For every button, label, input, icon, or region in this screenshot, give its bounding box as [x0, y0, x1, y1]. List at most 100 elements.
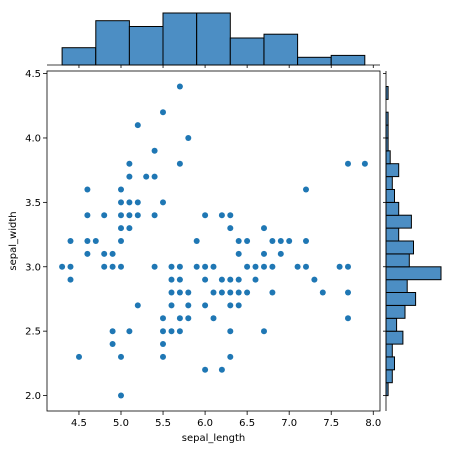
scatter-point [227, 302, 234, 309]
scatter-point [118, 353, 124, 360]
scatter-point [92, 238, 99, 244]
scatter-point [261, 328, 267, 335]
scatter-point [210, 315, 217, 322]
scatter-point [218, 289, 225, 296]
scatter-point [202, 276, 209, 283]
scatter-point [345, 263, 351, 270]
scatter-point [227, 276, 234, 283]
x-tick-label: 6.0 [197, 418, 213, 429]
scatter-point [202, 366, 209, 373]
marginal-y-bar [385, 176, 393, 191]
scatter-point [168, 328, 175, 335]
scatter-point [134, 199, 141, 206]
y-tick-label: 2.0 [25, 391, 41, 402]
scatter-point [202, 212, 209, 219]
scatter-point [303, 186, 309, 193]
scatter-point [109, 250, 116, 257]
scatter-point [176, 315, 183, 322]
scatter-point [160, 315, 166, 322]
scatter-point [109, 341, 116, 347]
scatter-point [67, 238, 74, 244]
scatter-point [210, 289, 217, 296]
scatter-point [118, 212, 124, 219]
scatter-point [202, 263, 209, 270]
scatter-point [345, 160, 351, 167]
marginal-y-bar [385, 330, 404, 345]
scatter-point [84, 238, 91, 244]
marginal-x-bar [61, 47, 97, 66]
scatter-point [126, 212, 133, 219]
scatter-point [235, 250, 242, 257]
marginal-y-bar [385, 266, 442, 281]
y-tick-label: 3.5 [25, 198, 41, 209]
scatter-point [168, 289, 175, 296]
scatter-point [227, 225, 234, 232]
marginal-x-bar [263, 33, 299, 66]
scatter-point [193, 238, 200, 244]
x-tick-label: 5.0 [113, 418, 129, 429]
scatter-point [67, 263, 74, 270]
marginal-y-bar [385, 201, 400, 216]
scatter-point [345, 315, 351, 322]
main-plot-frame [46, 70, 381, 412]
x-axis-ticks: 4.5 5.0 5.5 6.0 6.5 7.0 7.5 8.0 [71, 411, 381, 429]
scatter-point [235, 238, 242, 244]
scatter-point [235, 302, 242, 309]
scatter-point [160, 328, 166, 335]
scatter-point [168, 302, 175, 309]
marginal-x-bar [297, 56, 332, 66]
scatter-point [126, 328, 133, 335]
scatter-point [185, 135, 192, 141]
scatter-point [261, 250, 267, 257]
x-tick-label: 7.0 [281, 418, 297, 429]
x-tick-label: 6.5 [239, 418, 255, 429]
scatter-point [176, 328, 183, 335]
marginal-y-histogram [383, 71, 442, 411]
scatter-point [126, 225, 133, 232]
x-tick-label: 8.0 [365, 418, 381, 429]
scatter-point [168, 263, 175, 270]
scatter-point [76, 353, 82, 360]
scatter-point [269, 238, 276, 244]
scatter-point [311, 276, 318, 283]
x-axis-label: sepal_length [182, 433, 246, 444]
scatter-point [151, 263, 158, 270]
scatter-point [118, 225, 124, 232]
scatter-point [227, 212, 234, 219]
scatter-point [319, 289, 326, 296]
marginal-y-bar [385, 189, 395, 203]
scatter-point [176, 289, 183, 296]
y-axis-ticks: 2.0 2.5 3.0 3.5 4.0 4.5 [25, 69, 47, 402]
scatter-point [252, 276, 259, 283]
scatter-point [286, 238, 293, 244]
scatter-point [160, 199, 166, 206]
scatter-point [277, 238, 284, 244]
marginal-x-bar [95, 20, 130, 66]
scatter-point [252, 263, 259, 270]
scatter-point [303, 263, 309, 270]
y-tick-label: 2.5 [25, 327, 41, 338]
scatter-point [244, 238, 251, 244]
y-axis-label: sepal_width [8, 211, 19, 270]
scatter-point [118, 392, 124, 399]
scatter-point [261, 263, 267, 270]
marginal-y-bar [385, 369, 393, 384]
marginal-y-bar [385, 150, 391, 165]
scatter-point [345, 289, 351, 296]
scatter-point [235, 289, 242, 296]
marginal-y-bar [385, 304, 406, 319]
scatter-point [126, 199, 133, 206]
scatter-point [269, 289, 276, 296]
scatter-point [261, 225, 267, 232]
scatter-point [227, 328, 234, 335]
marginal-y-bar [385, 317, 398, 332]
scatter-point [361, 160, 368, 167]
scatter-point [84, 212, 91, 219]
marginal-y-bar [385, 227, 400, 242]
scatter-point [176, 83, 183, 90]
scatter-point [134, 122, 141, 129]
scatter-point [227, 289, 234, 296]
x-tick-label: 5.5 [155, 418, 171, 429]
marginal-y-bar [385, 214, 412, 229]
